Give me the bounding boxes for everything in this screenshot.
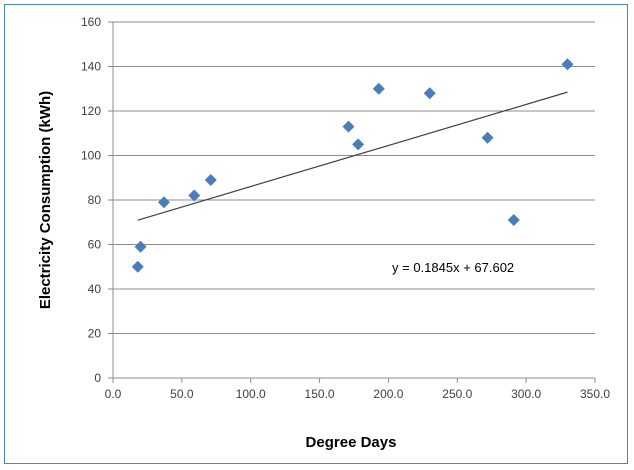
x-tick-labels: 0.0 50.0 100.0 150.0 200.0 250.0 300.0 350.0 (105, 378, 610, 401)
data-point (481, 131, 494, 144)
trendline (137, 91, 568, 221)
y-tick-label: 60 (88, 238, 102, 252)
data-point (131, 260, 144, 273)
data-point (561, 58, 574, 71)
y-tick-label: 120 (81, 104, 101, 118)
y-tick-label: 160 (81, 15, 101, 29)
x-tick-label: 150.0 (305, 387, 335, 401)
y-tick-label: 0 (94, 371, 101, 385)
data-point (372, 82, 385, 95)
y-tick-label: 80 (88, 193, 102, 207)
data-point (204, 173, 217, 186)
y-axis-title: Electricity Consumption (kWh) (37, 91, 54, 309)
y-tick-label: 140 (81, 60, 101, 74)
y-tick-labels: 0 20 40 60 80 100 120 140 160 (81, 15, 113, 385)
x-tick-label: 100.0 (236, 387, 266, 401)
chart-frame (4, 4, 628, 464)
x-axis-title: Degree Days (306, 434, 397, 451)
y-tick-label: 40 (88, 282, 102, 296)
data-point (188, 189, 201, 202)
x-tick-label: 350.0 (580, 387, 610, 401)
y-tick-label: 20 (88, 327, 102, 341)
axes (112, 22, 595, 379)
data-points (131, 58, 574, 273)
x-tick-label: 50.0 (170, 387, 194, 401)
data-point (423, 87, 436, 100)
x-tick-label: 300.0 (511, 387, 541, 401)
gridlines (113, 21, 595, 334)
data-point (157, 196, 170, 209)
trendline-equation: y = 0.1845x + 67.602 (392, 260, 514, 275)
data-point (507, 214, 520, 227)
x-tick-label: 200.0 (373, 387, 403, 401)
data-point (342, 120, 355, 133)
x-tick-label: 250.0 (442, 387, 472, 401)
x-tick-label: 0.0 (105, 387, 122, 401)
data-point (352, 138, 365, 151)
y-tick-label: 100 (81, 149, 101, 163)
data-point (134, 240, 147, 253)
